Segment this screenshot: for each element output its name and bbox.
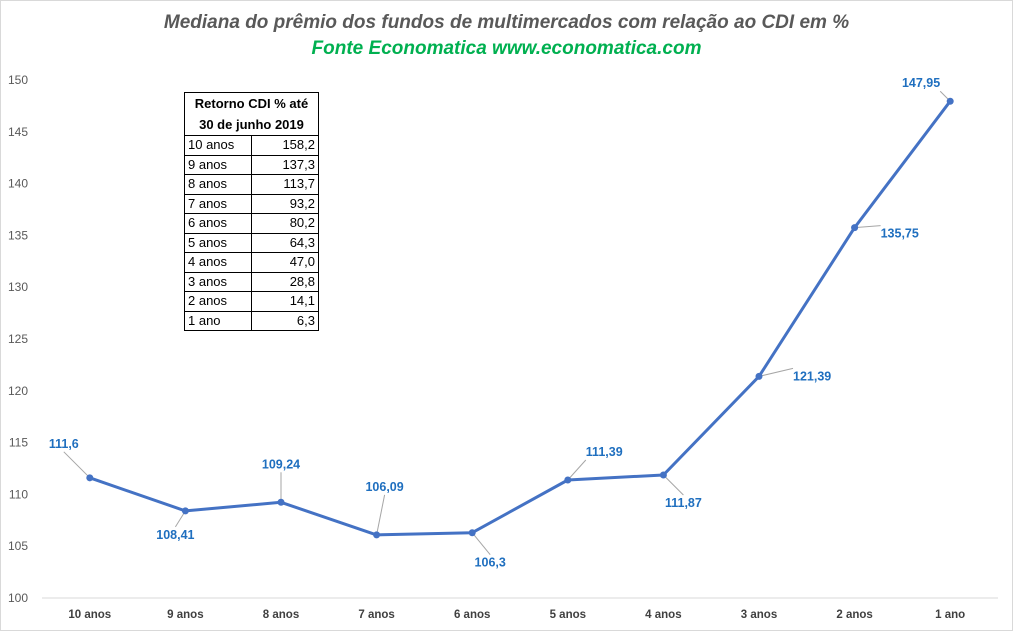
x-tick-label: 1 ano [935,609,965,621]
table-row: 10 anos 158,2 [184,135,319,156]
table-row: 7 anos 93,2 [184,193,319,214]
table-row: 6 anos 80,2 [184,213,319,234]
table-cell-value: 28,8 [251,271,319,292]
data-label: 108,41 [156,528,194,542]
table-cell-period: 5 anos [184,232,252,253]
data-label: 111,6 [49,437,79,451]
data-label-leader [471,532,491,556]
y-tick-label: 110 [9,487,28,501]
data-point [277,498,285,506]
table-cell-value: 93,2 [251,193,319,214]
table-row: 5 anos 64,3 [184,232,319,253]
y-tick-label: 150 [8,73,28,87]
table-header-line2: 30 de junho 2019 [184,114,319,136]
data-point [181,507,189,515]
table-cell-value: 137,3 [251,154,319,175]
data-label: 109,24 [262,457,300,471]
table-row: 8 anos 113,7 [184,174,319,195]
data-label: 111,39 [586,445,623,459]
x-tick-label: 2 anos [836,609,872,621]
data-point [946,97,954,105]
table-cell-value: 14,1 [251,291,319,312]
table-cell-period: 2 anos [184,291,252,312]
table-cell-period: 10 anos [184,135,252,156]
data-label: 106,3 [475,556,506,570]
y-tick-label: 125 [8,332,28,346]
table-row: 9 anos 137,3 [184,154,319,175]
data-label: 121,39 [793,369,831,383]
x-tick-label: 10 anos [68,609,111,621]
table-cell-period: 3 anos [184,271,252,292]
series-line [89,100,952,537]
y-tick-label: 135 [8,228,28,242]
data-point [851,224,859,232]
y-tick-label: 100 [8,591,28,605]
table-cell-value: 158,2 [251,135,319,156]
data-label-leader [376,494,386,536]
table-cell-period: 6 anos [184,213,252,234]
x-tick-label: 5 anos [550,609,586,621]
x-tick-label: 7 anos [358,609,394,621]
y-tick-label: 105 [8,539,28,553]
data-point [659,471,667,479]
y-tick-label: 145 [8,125,28,139]
y-tick-label: 140 [8,177,28,191]
data-point [373,531,381,539]
table-cell-period: 4 anos [184,252,252,273]
data-point [468,529,476,537]
x-tick-label: 9 anos [167,609,203,621]
data-label-leader [854,225,881,229]
table-body: 10 anos 158,2 9 anos 137,3 8 anos 113,7 7 anos… [184,135,319,331]
data-label-leader [567,459,587,481]
data-point [86,474,94,482]
table-cell-period: 9 anos [184,154,252,175]
table-row: 1 ano 6,3 [184,310,319,331]
y-tick-label: 120 [8,384,28,398]
x-tick-label: 4 anos [645,609,681,621]
cdi-return-table: Retorno CDI % até 30 de junho 2019 10 an… [184,92,319,331]
data-label-leader [663,474,684,496]
table-cell-value: 113,7 [251,174,319,195]
data-point [564,476,572,484]
chart-title: Mediana do prêmio dos fundos de multimer… [163,12,850,33]
x-tick-label: 6 anos [454,609,490,621]
table-row: 4 anos 47,0 [184,252,319,273]
table-row: 2 anos 14,1 [184,291,319,312]
table-cell-period: 1 ano [184,310,252,331]
table-cell-value: 47,0 [251,252,319,273]
data-point [755,372,763,380]
table-row: 3 anos 28,8 [184,271,319,292]
table-cell-period: 8 anos [184,174,252,195]
data-label: 111,87 [665,496,702,510]
y-tick-label: 115 [9,436,28,450]
x-tick-label: 3 anos [741,609,777,621]
table-cell-period: 7 anos [184,193,252,214]
data-label: 135,75 [881,227,919,241]
table-cell-value: 6,3 [251,310,319,331]
y-tick-label: 130 [8,280,28,294]
data-label-leader [758,367,794,377]
chart-subtitle: Fonte Economatica www.economatica.com [311,38,702,59]
data-label: 147,95 [902,76,940,90]
x-tick-label: 8 anos [263,609,299,621]
data-label-leader [63,451,91,479]
table-header-line1: Retorno CDI % até [184,92,319,114]
data-label: 106,09 [365,480,403,494]
table-cell-value: 80,2 [251,213,319,234]
table-cell-value: 64,3 [251,232,319,253]
